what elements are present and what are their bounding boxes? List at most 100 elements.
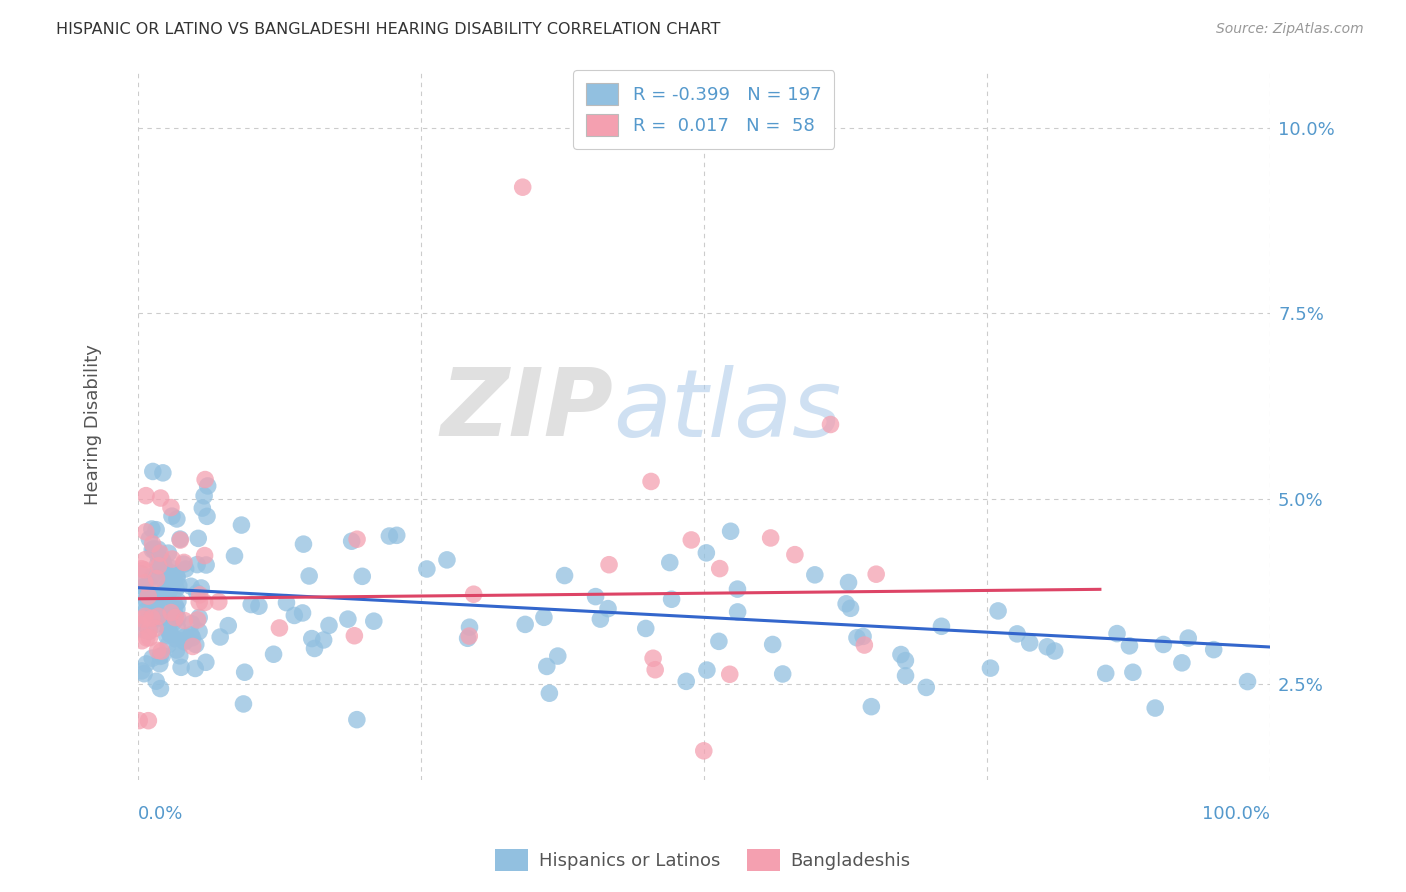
Point [156, 580, 179, 594]
Point [157, 638, 180, 652]
Point [1171, 656, 1194, 670]
Point [167, 579, 190, 593]
Point [166, 643, 188, 657]
Point [131, 633, 153, 648]
Point [1043, 644, 1066, 658]
Point [143, 608, 166, 623]
Point [149, 546, 172, 560]
Point [138, 714, 160, 728]
Point [141, 651, 163, 665]
Point [132, 612, 155, 626]
Text: Hearing Disability: Hearing Disability [83, 344, 101, 505]
Point [160, 552, 183, 566]
Point [224, 549, 246, 563]
Point [152, 648, 174, 663]
Point [853, 638, 876, 652]
Point [142, 589, 165, 603]
Point [515, 617, 537, 632]
Point [163, 572, 186, 586]
Point [146, 557, 169, 571]
Point [169, 532, 191, 546]
Point [152, 554, 174, 568]
Point [1094, 666, 1116, 681]
Point [890, 648, 912, 662]
Point [1152, 637, 1174, 651]
Point [835, 597, 858, 611]
Point [135, 604, 157, 618]
Point [596, 601, 619, 615]
Point [1122, 665, 1144, 680]
Point [180, 579, 202, 593]
Point [195, 509, 218, 524]
Point [162, 616, 184, 631]
Point [176, 632, 198, 646]
Point [139, 588, 162, 602]
Point [186, 558, 208, 572]
Point [184, 661, 207, 675]
Point [170, 660, 193, 674]
Point [385, 528, 408, 542]
Point [173, 556, 195, 570]
Point [149, 597, 172, 611]
Point [134, 599, 156, 613]
Point [159, 569, 181, 583]
Point [129, 566, 152, 581]
Point [193, 489, 215, 503]
Point [291, 606, 314, 620]
Point [865, 567, 887, 582]
Point [718, 667, 741, 681]
Point [173, 635, 195, 649]
Text: HISPANIC OR LATINO VS BANGLADESHI HEARING DISABILITY CORRELATION CHART: HISPANIC OR LATINO VS BANGLADESHI HEARIN… [56, 22, 721, 37]
Point [165, 632, 187, 646]
Point [644, 663, 666, 677]
Point [634, 622, 657, 636]
Point [1177, 631, 1199, 645]
Point [301, 632, 323, 646]
Point [759, 531, 782, 545]
Point [860, 699, 883, 714]
Point [134, 575, 156, 590]
Point [533, 610, 555, 624]
Point [1105, 626, 1128, 640]
Point [149, 591, 172, 605]
Point [148, 558, 170, 573]
Point [134, 581, 156, 595]
Point [186, 586, 208, 600]
Point [155, 566, 177, 580]
Point [160, 509, 183, 524]
Point [304, 641, 326, 656]
Point [145, 617, 167, 632]
Point [160, 600, 183, 615]
Point [143, 622, 166, 636]
Point [194, 595, 217, 609]
Point [894, 654, 917, 668]
Point [163, 577, 186, 591]
Point [139, 587, 162, 601]
Point [188, 588, 211, 602]
Point [681, 533, 703, 547]
Point [240, 598, 263, 612]
Point [538, 686, 561, 700]
Point [155, 581, 177, 595]
Point [915, 681, 938, 695]
Point [696, 663, 718, 677]
Point [346, 533, 368, 547]
Point [208, 595, 231, 609]
Point [143, 606, 166, 620]
Point [134, 609, 156, 624]
Point [160, 566, 183, 580]
Point [138, 532, 160, 546]
Point [180, 628, 202, 642]
Point [283, 608, 305, 623]
Point [194, 655, 217, 669]
Point [145, 523, 167, 537]
Point [134, 563, 156, 577]
Point [160, 628, 183, 642]
Point [727, 605, 749, 619]
Point [157, 623, 180, 637]
Point [191, 501, 214, 516]
Point [547, 649, 569, 664]
Point [160, 575, 183, 590]
Point [165, 599, 187, 613]
Point [838, 575, 860, 590]
